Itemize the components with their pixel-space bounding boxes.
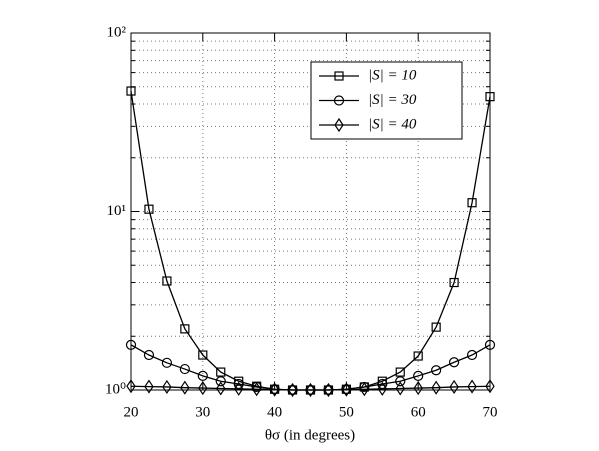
data-point — [269, 382, 280, 397]
data-point — [144, 204, 154, 214]
data-point — [216, 367, 226, 377]
data-point — [126, 379, 136, 394]
data-point — [162, 276, 172, 286]
data-point — [180, 380, 190, 395]
x-tick-label: 20 — [124, 404, 139, 420]
data-point — [161, 357, 172, 368]
x-tick-label: 30 — [195, 404, 210, 420]
data-point — [323, 382, 334, 398]
series-line — [130, 385, 491, 391]
data-point — [413, 351, 423, 361]
data-point — [215, 376, 226, 387]
legend-label: |S| = 40 — [368, 116, 417, 132]
x-tick-label: 40 — [267, 404, 282, 420]
data-point — [126, 86, 136, 96]
data-point — [413, 370, 424, 381]
data-point — [377, 381, 388, 396]
data-point — [485, 92, 495, 102]
data-point — [198, 381, 208, 396]
data-point — [467, 379, 477, 394]
data-point — [251, 382, 262, 397]
x-axis-label: θσ (in degrees) — [265, 427, 355, 443]
data-point — [216, 381, 226, 396]
data-point — [395, 381, 405, 396]
legend-label: |S| = 10 — [368, 67, 417, 83]
legend-marker — [334, 71, 344, 81]
data-point — [233, 381, 244, 396]
data-point — [180, 324, 190, 334]
data-point — [466, 349, 478, 361]
data-point — [125, 339, 137, 350]
data-point — [467, 198, 477, 208]
x-tick-label: 70 — [483, 404, 498, 420]
data-point — [485, 379, 495, 394]
data-point — [431, 322, 441, 332]
data-point — [305, 382, 316, 398]
legend-marker — [333, 95, 345, 106]
data-point — [143, 349, 155, 361]
legend-label: |S| = 30 — [368, 92, 417, 108]
data-point — [484, 339, 496, 350]
data-point — [449, 277, 459, 288]
data-point — [413, 381, 423, 396]
data-point — [395, 376, 406, 387]
data-point — [162, 379, 172, 395]
data-point — [341, 382, 352, 397]
y-tick-label: 10⁰ — [105, 381, 126, 397]
x-tick-label: 60 — [411, 404, 426, 420]
data-point — [198, 350, 208, 360]
data-point — [144, 379, 154, 394]
legend-marker — [334, 117, 344, 133]
y-tick-label: 10² — [107, 24, 127, 40]
data-point — [287, 382, 298, 398]
data-point — [449, 379, 459, 395]
x-tick-label: 50 — [339, 404, 354, 420]
data-point — [395, 367, 405, 377]
y-tick-label: 10¹ — [107, 203, 127, 219]
data-point — [449, 357, 460, 368]
data-point — [197, 370, 208, 381]
data-point — [179, 363, 190, 375]
data-point — [359, 382, 370, 397]
data-point — [431, 365, 442, 376]
data-point — [431, 380, 441, 395]
